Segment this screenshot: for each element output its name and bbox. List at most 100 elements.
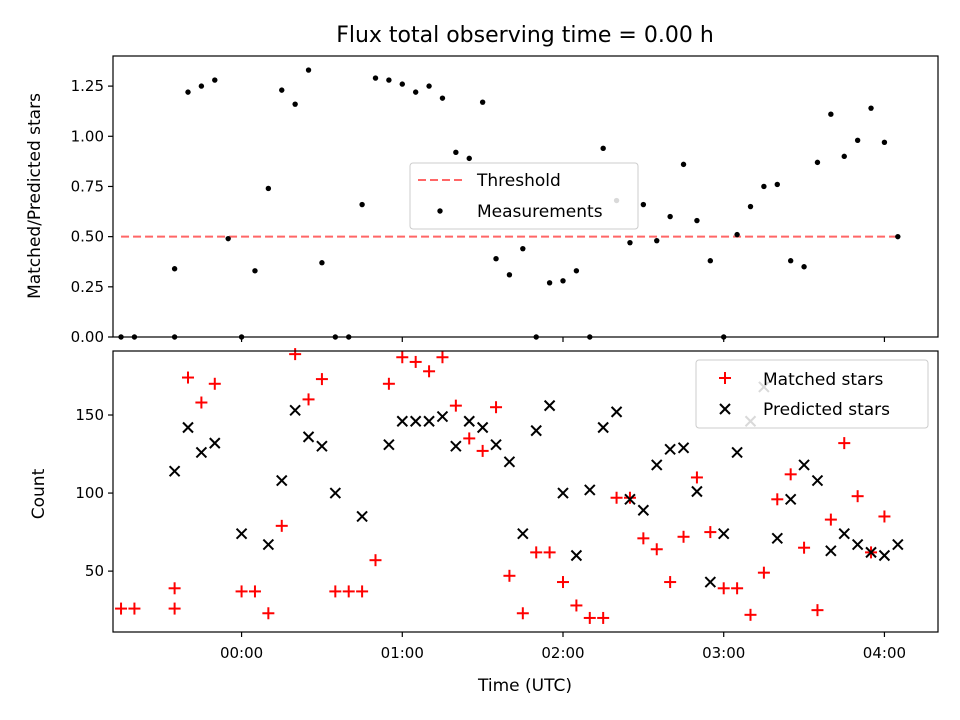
matched-star-point [182,371,194,384]
matched-star-point [382,377,395,390]
matched-star-point [208,377,221,390]
measurement-point [520,245,526,252]
ratio-y-tick-label: 0.25 [71,278,104,296]
matched-star-point [235,585,248,598]
matched-star-point [623,491,636,504]
predicted-star-point [597,421,609,434]
predicted-star-point [476,421,489,434]
threshold-legend-label: Threshold [476,171,561,191]
measurement-point [881,139,888,146]
predicted-star-point [851,538,864,551]
measurement-point [305,67,312,73]
matched-star-point [664,576,677,589]
matched-star-point [543,546,556,559]
matched-star-point [289,348,302,361]
predicted-star-point [878,549,891,562]
predicted-star-point [450,440,462,452]
count-y-axis-label: Count [29,468,49,519]
matched-star-point [717,582,730,595]
count-legend: Matched stars Predicted stars [695,359,929,429]
predicted-star-point [677,442,690,454]
predicted-star-point [289,404,301,417]
ratio-y-tick-label: 1.00 [71,127,104,145]
matched-star-point [168,602,181,615]
matched-star-point [275,519,288,532]
measurements-legend-label: Measurements [477,202,603,222]
predicted-star-point [436,410,449,423]
measurement-point [506,272,513,278]
predicted-legend-label: Predicted stars [763,400,890,420]
measurement-point [439,95,446,101]
matched-star-point [329,585,342,598]
predicted-star-point [316,440,328,452]
matched-star-point [516,607,529,620]
ratio-marks [118,67,901,340]
predicted-star-point [624,493,636,506]
measurement-point [546,280,553,286]
predicted-star-point [356,510,368,523]
predicted-star-point [195,446,208,459]
matched-star-point [757,566,770,579]
measurement-point [560,278,566,284]
matched-star-point [637,532,650,545]
measurement-point [212,77,218,83]
count-y-tick-label: 100 [75,484,104,502]
matched-star-point [838,437,851,450]
measurement-point [694,217,700,224]
predicted-star-point [383,438,395,451]
predicted-star-point [463,415,475,427]
ratio-y-tick-label: 1.25 [71,77,104,95]
predicted-star-point [865,546,877,559]
matched-star-point [677,530,690,543]
count-x-tick-label: 03:00 [702,644,745,662]
ratio-panel: 0.00 0.25 0.50 0.75 1.00 1.25 Matched/Predict… [25,55,939,346]
predicted-star-point [664,443,676,456]
predicted-star-point [784,493,797,506]
matched-star-point [851,490,864,503]
measurement-point [761,183,767,190]
predicted-star-point [584,484,596,496]
measurement-point [854,137,861,143]
measurement-point [868,105,874,111]
measurement-point [466,155,472,162]
measurement-point [386,77,392,83]
matched-star-point [449,399,462,412]
predicted-star-point [892,538,904,551]
measurement-point [412,89,419,95]
count-marks [115,348,904,624]
matched-star-point [409,355,422,368]
measurement-point [895,233,901,240]
predicted-star-point [825,545,837,557]
measurement-point [734,231,740,238]
measurement-point [627,239,633,246]
measurement-point [493,256,499,262]
matched-star-point [690,471,703,484]
matched-star-point [570,599,583,612]
predicted-star-point [543,399,556,412]
matched-star-point [423,365,436,378]
count-x-axis-label: Time (UTC) [477,676,572,696]
predicted-star-point [718,527,730,540]
matched-star-point [597,611,610,624]
predicted-star-point [557,487,569,499]
matched-legend-swatch [719,372,731,384]
predicted-star-point [209,437,221,449]
predicted-star-point [262,538,275,551]
matched-star-point [557,576,569,589]
predicted-star-point [235,527,248,540]
measurement-point [198,83,205,89]
measurement-point [279,87,285,93]
matched-star-point [784,468,797,481]
measurement-point [654,237,660,244]
matched-star-point [731,582,744,595]
measurement-point [707,258,714,264]
predicted-star-point [838,527,850,540]
matched-star-point [356,585,369,598]
measurement-point [252,268,258,274]
predicted-star-point [276,474,288,487]
predicted-star-point [517,527,529,540]
ratio-legend: Threshold Measurements [409,162,639,230]
matched-star-point [476,444,489,457]
matched-star-point [744,608,757,621]
